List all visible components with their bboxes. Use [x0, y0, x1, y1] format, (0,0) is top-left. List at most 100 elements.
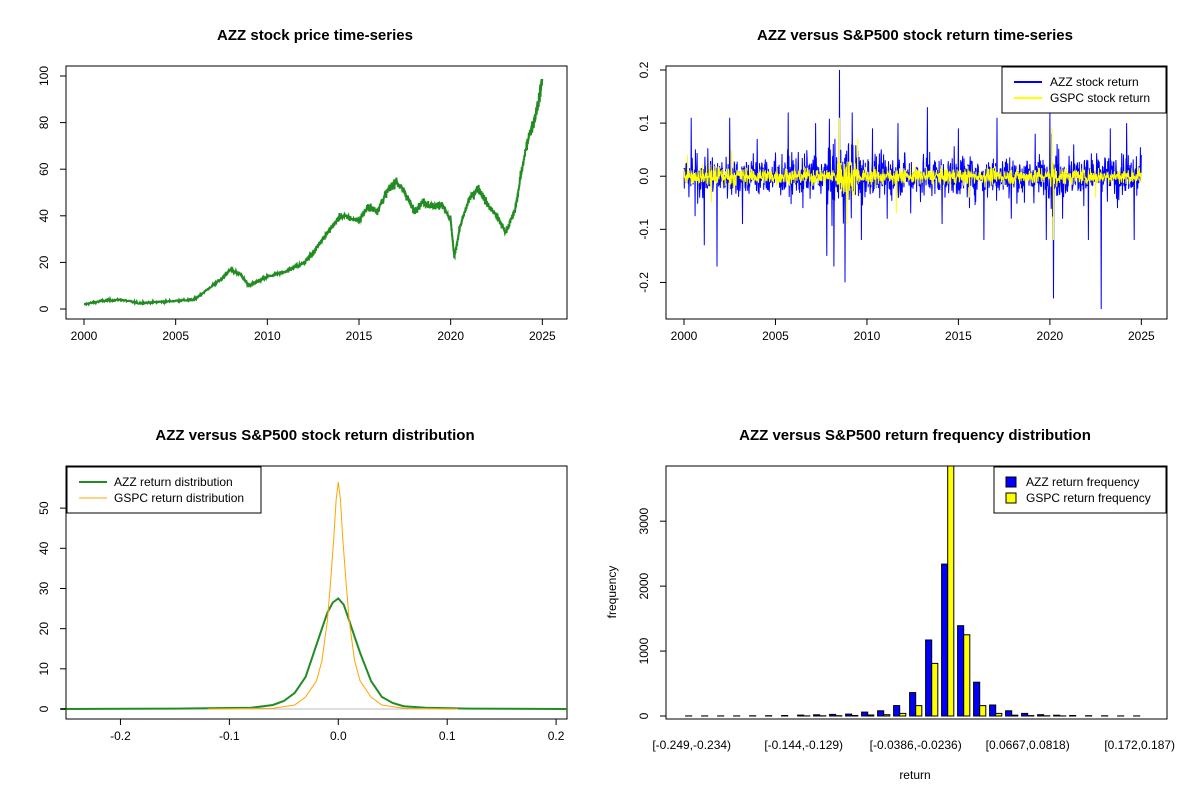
frequency-x-tick-label: [0.172,0.187)	[1104, 738, 1175, 752]
bar-gspc-frequency	[931, 662, 939, 717]
price-y-tick-label: 0	[37, 305, 51, 312]
chart-title-density: AZZ versus S&P500 stock return distribut…	[155, 427, 474, 444]
axes-density: -0.2 -0.1 0.0 0.1 0.2 0 10 20 30 40 50	[37, 501, 565, 743]
density-x-tick-label: -0.1	[219, 729, 240, 743]
density-y-tick-label: 0	[37, 705, 51, 712]
returns-y-tick-label: -0.1	[637, 219, 651, 240]
price-x-tick-label: 2025	[529, 329, 556, 343]
axes-returns: 2000 2005 2010 2015 2020 2025 -0.2 -0.1 0.0 0.1 0.…	[637, 61, 1155, 343]
axes-frequency: 0 1000 2000 3000 [-0.249,-0.234) [-0.144,-0.1…	[637, 508, 1175, 752]
bar-gspc-frequency	[883, 714, 891, 717]
bar-azz-frequency	[1069, 715, 1077, 717]
price-y-tick-label: 40	[37, 209, 51, 223]
bar-azz-frequency	[813, 714, 821, 717]
density-x-tick-label: 0.1	[439, 729, 456, 743]
bar-azz-frequency	[925, 639, 933, 717]
axes-price: 2000 2005 2010 2015 2020 2025 0 20 40 60 80 100	[37, 66, 556, 343]
legend-box-frequency	[993, 466, 1167, 514]
frequency-y-tick-label: 0	[637, 712, 651, 719]
bar-azz-frequency	[973, 681, 981, 717]
gspc-density-line	[207, 481, 459, 710]
bar-gspc-frequency	[851, 715, 859, 717]
density-y-tick-label: 50	[37, 501, 51, 515]
bar-azz-frequency	[781, 715, 789, 717]
density-x-tick-label: 0.2	[548, 729, 565, 743]
bar-gspc-frequency	[915, 705, 923, 717]
chart-title-returns: AZZ versus S&P500 stock return time-seri…	[757, 27, 1073, 44]
panel-returns: AZZ versus S&P500 stock return time-seri…	[637, 27, 1168, 343]
returns-y-tick-label: 0.0	[637, 168, 651, 185]
returns-x-tick-label: 2015	[945, 329, 972, 343]
frequency-x-tick-label: [-0.0386,-0.0236)	[870, 738, 962, 752]
bar-azz-frequency	[797, 714, 805, 717]
price-x-tick-label: 2005	[162, 329, 189, 343]
price-line	[83, 78, 544, 307]
x-axis-label-frequency: return	[899, 768, 930, 782]
legend-density: AZZ return distribution GSPC return dist…	[66, 466, 262, 514]
returns-x-tick-label: 2010	[854, 329, 881, 343]
bar-gspc-frequency	[963, 634, 971, 717]
price-y-tick-label: 100	[37, 66, 51, 86]
bar-azz-frequency	[1021, 712, 1029, 717]
frequency-bars	[685, 465, 1141, 717]
chart-title-price: AZZ stock price time-series	[217, 27, 413, 44]
legend-label-azz-density: AZZ return distribution	[114, 475, 233, 489]
bar-gspc-frequency	[979, 705, 987, 717]
returns-x-tick-label: 2025	[1128, 329, 1155, 343]
legend-label-gspc-density: GSPC return distribution	[114, 491, 244, 505]
price-y-tick-label: 60	[37, 162, 51, 176]
frequency-x-tick-label: [-0.249,-0.234)	[652, 738, 731, 752]
bar-azz-frequency	[909, 692, 917, 717]
returns-x-tick-label: 2020	[1037, 329, 1064, 343]
price-x-tick-label: 2010	[254, 329, 281, 343]
returns-y-tick-label: 0.1	[637, 114, 651, 131]
frequency-y-tick-label: 1000	[637, 637, 651, 664]
bar-gspc-frequency	[995, 712, 1003, 717]
legend-swatch-azz-frequency	[1005, 476, 1017, 488]
bar-gspc-frequency	[867, 714, 875, 717]
density-y-tick-label: 30	[37, 581, 51, 595]
legend-returns: AZZ stock return GSPC stock return	[1001, 66, 1167, 114]
legend-label-azz-frequency: AZZ return frequency	[1026, 475, 1139, 489]
density-x-tick-label: 0.0	[330, 729, 347, 743]
plot-frame-price	[65, 65, 568, 320]
bar-azz-frequency	[877, 710, 885, 717]
bar-gspc-frequency	[1011, 714, 1019, 717]
frequency-y-tick-label: 3000	[637, 508, 651, 535]
price-x-tick-label: 2000	[71, 329, 98, 343]
density-y-tick-label: 40	[37, 541, 51, 555]
returns-y-tick-label: -0.2	[637, 272, 651, 293]
price-y-tick-label: 80	[37, 116, 51, 130]
bar-azz-frequency	[1037, 714, 1045, 717]
price-x-tick-label: 2020	[437, 329, 464, 343]
panel-price: AZZ stock price time-series 2000 2005 2010…	[37, 27, 568, 343]
price-y-tick-label: 20	[37, 255, 51, 269]
returns-series-group	[683, 69, 1142, 310]
panel-density: AZZ versus S&P500 stock return distribut…	[37, 427, 568, 743]
density-y-tick-label: 20	[37, 622, 51, 636]
legend-label-gspc-frequency: GSPC return frequency	[1026, 491, 1151, 505]
bar-gspc-frequency	[947, 465, 955, 717]
density-y-tick-label: 10	[37, 662, 51, 676]
price-x-tick-label: 2015	[346, 329, 373, 343]
legend-box-returns	[1001, 66, 1167, 114]
legend-label-azz-return: AZZ stock return	[1050, 75, 1139, 89]
y-axis-label-frequency: frequency	[605, 566, 619, 619]
frequency-x-tick-label: [-0.144,-0.129)	[764, 738, 843, 752]
panel-frequency: AZZ versus S&P500 return frequency distr…	[605, 427, 1175, 782]
frequency-y-tick-label: 2000	[637, 572, 651, 599]
bar-azz-frequency	[829, 713, 837, 717]
frequency-x-tick-label: [0.0667,0.0818)	[986, 738, 1070, 752]
bar-azz-frequency	[861, 711, 869, 717]
legend-label-gspc-return: GSPC stock return	[1050, 91, 1150, 105]
bar-azz-frequency	[1053, 714, 1061, 717]
bar-gspc-frequency	[899, 712, 907, 717]
azz-density-line	[60, 597, 568, 710]
gspc-return-series	[683, 117, 1142, 241]
bar-azz-frequency	[941, 563, 949, 717]
returns-y-tick-label: 0.2	[637, 61, 651, 78]
legend-swatch-gspc-frequency	[1005, 492, 1017, 504]
bar-azz-frequency	[989, 704, 997, 717]
returns-x-tick-label: 2000	[671, 329, 698, 343]
